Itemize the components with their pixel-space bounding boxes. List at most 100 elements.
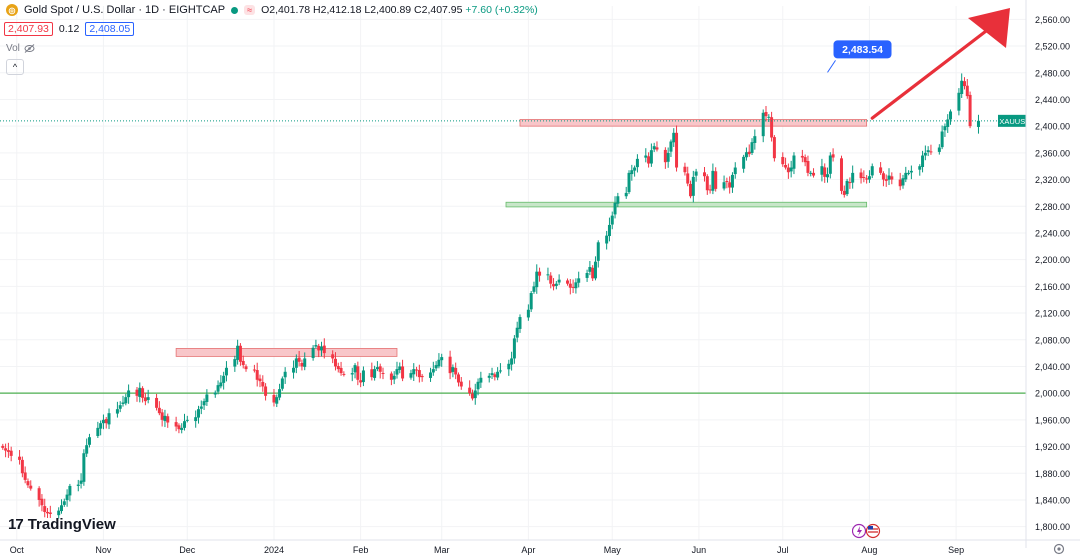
candle-body (962, 81, 966, 87)
candle-body (375, 367, 379, 370)
trend-arrow-head (968, 8, 1010, 48)
candle-body (454, 367, 458, 375)
y-tick-label: 2,080.00 (1035, 335, 1070, 345)
candle-body (322, 345, 326, 354)
candle-body (278, 389, 282, 398)
candle-body (370, 369, 374, 378)
candle-body (213, 392, 217, 395)
candle-body (747, 151, 751, 155)
gear-icon[interactable] (1053, 543, 1065, 555)
candle-body (473, 390, 477, 399)
candle-body (180, 427, 184, 430)
y-tick-label: 1,920.00 (1035, 442, 1070, 452)
candle-body (554, 283, 558, 286)
candle-body (538, 271, 542, 276)
data-type-badge[interactable]: ≈ (244, 5, 256, 15)
candle-body (705, 176, 709, 191)
candle-body (510, 358, 514, 365)
candle-body (535, 271, 539, 288)
event-icons[interactable] (852, 523, 882, 539)
candle-body (202, 401, 206, 406)
price-axis (1026, 0, 1080, 559)
candle-body (43, 506, 47, 512)
x-tick-label: Oct (10, 545, 25, 555)
y-tick-label: 2,440.00 (1035, 95, 1070, 105)
volume-legend[interactable]: Vol (6, 43, 35, 54)
symbol-title[interactable]: Gold Spot / U.S. Dollar · 1D · EIGHTCAP (24, 4, 226, 16)
x-tick-label: Jul (777, 545, 789, 555)
candle-body (728, 182, 732, 188)
candle-body (434, 365, 438, 369)
candle-body (317, 345, 321, 351)
y-tick-label: 1,960.00 (1035, 415, 1070, 425)
candle-body (591, 267, 595, 279)
candle-body (613, 202, 617, 215)
candle-body (350, 373, 354, 375)
collapse-legend-button[interactable]: ^ (6, 59, 24, 75)
candle-body (155, 397, 159, 408)
support-zone (505, 201, 868, 208)
candle-body (870, 166, 874, 176)
buy-price-button[interactable]: 2,408.05 (85, 22, 135, 36)
candle-body (792, 155, 796, 169)
candle-body (236, 345, 240, 360)
candle-body (314, 345, 318, 347)
candle-body (121, 402, 125, 404)
candle-body (219, 382, 223, 387)
candle-body (222, 375, 226, 383)
candle-body (65, 494, 69, 501)
candle-body (566, 280, 570, 284)
candle-body (40, 498, 44, 506)
candle-body (770, 117, 774, 138)
eye-crossed-icon[interactable] (24, 44, 35, 53)
candle-body (46, 511, 50, 514)
candle-body (901, 178, 905, 186)
candle-body (781, 156, 785, 165)
candle-body (429, 372, 433, 378)
candle-body (957, 92, 961, 111)
candle-body (826, 174, 830, 178)
y-tick-label: 2,360.00 (1035, 148, 1070, 158)
candle-body (672, 132, 676, 143)
candle-body (275, 397, 279, 404)
candle-body (848, 182, 852, 184)
y-tick-label: 2,320.00 (1035, 175, 1070, 185)
y-tick-label: 1,840.00 (1035, 495, 1070, 505)
symbol-label: XAUUSD (999, 117, 1031, 126)
candle-body (937, 147, 941, 152)
y-tick-label: 1,880.00 (1035, 469, 1070, 479)
market-open-icon (231, 6, 239, 14)
candle-body (761, 112, 765, 137)
candle-body (135, 389, 139, 396)
candle-body (60, 505, 64, 512)
candle-body (647, 156, 651, 164)
candle-body (823, 167, 827, 177)
candle-body (389, 373, 393, 380)
y-tick-label: 2,000.00 (1035, 389, 1070, 399)
candle-body (750, 142, 754, 153)
candle-body (588, 266, 592, 272)
candle-body (261, 381, 265, 387)
sell-price-button[interactable]: 2,407.93 (4, 22, 53, 36)
candle-body (199, 406, 203, 409)
symbol-label-bg (998, 114, 1032, 127)
candle-body (23, 472, 27, 480)
candle-body (76, 484, 80, 486)
candle-body (703, 172, 707, 177)
tradingview-logo[interactable]: 17 TradingView (8, 516, 116, 533)
candle-body (828, 155, 832, 174)
candle-body (99, 423, 103, 429)
candle-body (292, 367, 296, 373)
candle-body (960, 80, 964, 94)
candle-body (378, 366, 382, 372)
candle-body (904, 172, 908, 180)
candle-body (655, 147, 659, 150)
candle-body (143, 397, 147, 402)
x-tick-label: Aug (861, 545, 877, 555)
candle-body (68, 485, 72, 496)
candle-body (610, 215, 614, 225)
candle-body (258, 378, 262, 382)
price-marker-label: 2,483.54 (842, 44, 883, 56)
candle-body (624, 192, 628, 197)
